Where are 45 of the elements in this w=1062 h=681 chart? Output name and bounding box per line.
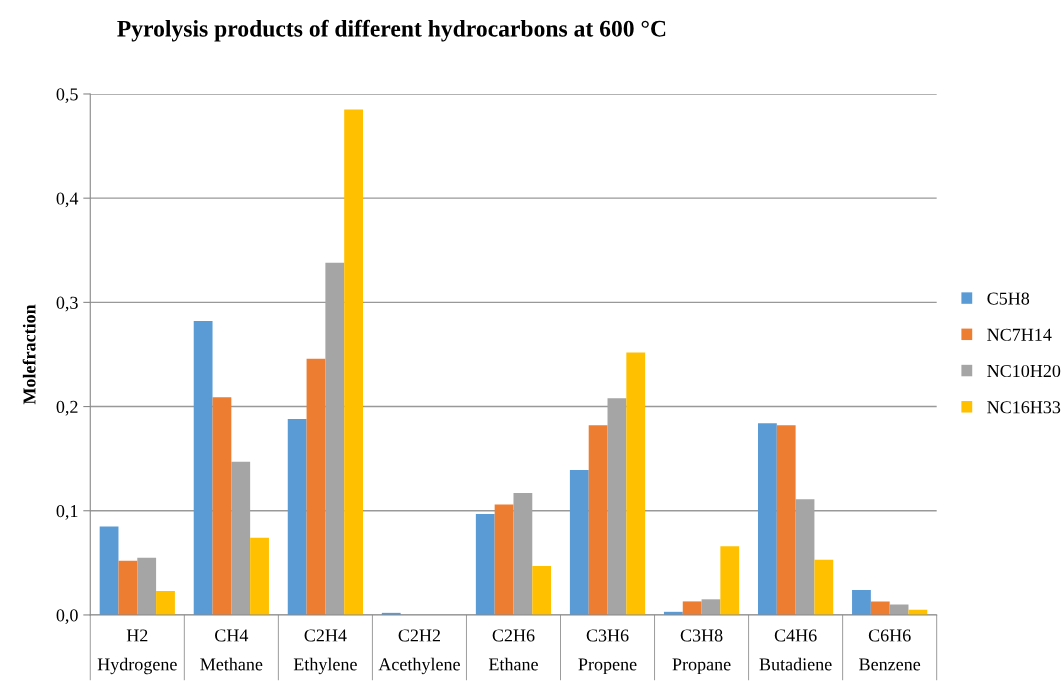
bar — [701, 599, 721, 615]
bar — [758, 423, 777, 615]
bar — [344, 109, 363, 615]
bar — [287, 419, 307, 615]
bar — [156, 590, 175, 615]
bar — [569, 470, 589, 615]
y-tick-label: 0,0 — [56, 609, 78, 624]
y-tick-label: 0,2 — [56, 400, 78, 416]
bar — [494, 504, 514, 615]
y-tick-label: 0,5 — [56, 88, 78, 104]
bar — [588, 425, 608, 615]
legend-label: C5H8 — [987, 292, 1030, 305]
legend-label: NC7H14 — [987, 328, 1052, 341]
chart-title: Pyrolysis products of different hydrocarbons at 600 °C — [117, 19, 666, 42]
bar — [99, 526, 119, 615]
x-tick-label: H2 Hydrogene — [97, 629, 177, 675]
bar — [475, 513, 495, 615]
bar — [306, 358, 326, 615]
bar — [137, 557, 157, 615]
bar — [212, 397, 232, 615]
bar — [720, 546, 740, 615]
bar — [250, 537, 269, 615]
bar — [626, 352, 646, 615]
bar — [682, 601, 702, 615]
x-tick-label: C6H6 Benzene — [859, 629, 921, 671]
x-tick-label: C2H6 Ethane — [488, 629, 538, 671]
bar — [776, 425, 796, 615]
bar — [870, 601, 890, 615]
x-tick-label: C4H6 Butadiene — [759, 629, 832, 671]
y-tick-label: 0,1 — [56, 505, 78, 520]
legend-label: NC16H33 — [987, 401, 1061, 414]
y-axis-title: Molefraction — [22, 304, 36, 405]
x-tick-label: C2H2 Acethylene — [378, 629, 460, 675]
legend-label: NC10H20 — [987, 364, 1061, 378]
bar — [193, 321, 213, 615]
y-tick-label: 0,4 — [56, 192, 79, 208]
bar — [532, 565, 552, 615]
bar — [118, 560, 138, 615]
x-tick-label: CH4 Methane — [200, 629, 263, 671]
bar — [852, 589, 871, 615]
bar — [814, 559, 834, 615]
x-tick-label: C3H8 Propane — [672, 629, 731, 675]
y-tick-label: 0,3 — [56, 296, 78, 312]
x-tick-label: C3H6 Propene — [578, 629, 637, 675]
x-tick-label: C2H4 Ethylene — [293, 629, 357, 675]
